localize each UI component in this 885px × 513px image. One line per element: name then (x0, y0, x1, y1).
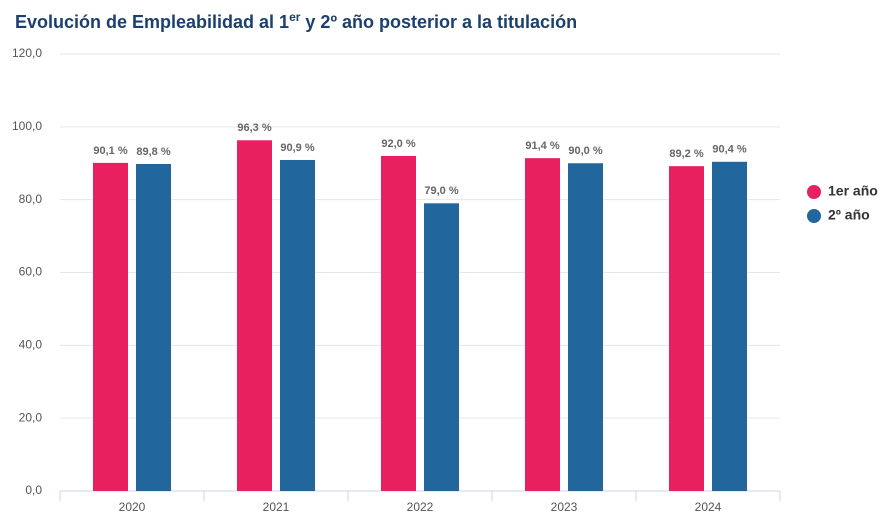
value-label: 89,2 % (669, 148, 703, 160)
bar (568, 163, 603, 491)
bar (381, 155, 416, 491)
legend-swatch (807, 209, 821, 223)
value-label: 79,0 % (424, 185, 458, 197)
bar (424, 203, 459, 491)
value-label: 90,0 % (568, 145, 602, 157)
value-label: 91,4 % (525, 140, 559, 152)
value-label: 92,0 % (381, 138, 415, 150)
y-tick-label: 120,0 (12, 46, 42, 60)
x-tick-label: 2021 (263, 500, 290, 513)
bar (712, 161, 747, 491)
x-tick-label: 2022 (407, 500, 434, 513)
bar (525, 158, 560, 491)
value-label: 90,9 % (280, 142, 314, 154)
y-tick-label: 80,0 (19, 192, 43, 206)
bar (237, 140, 272, 491)
y-tick-label: 40,0 (19, 338, 43, 352)
value-label: 89,8 % (136, 146, 170, 158)
bar (93, 162, 128, 491)
legend-label: 2º año (828, 207, 870, 223)
x-tick-label: 2020 (119, 500, 146, 513)
bar (136, 163, 171, 491)
title-superscript: er (289, 10, 301, 24)
value-label: 96,3 % (237, 122, 271, 134)
legend-swatch (807, 185, 821, 199)
legend-label: 1er año (828, 183, 878, 199)
y-tick-label: 100,0 (12, 119, 42, 133)
value-label: 90,4 % (712, 144, 746, 156)
y-tick-label: 0,0 (25, 483, 42, 497)
y-tick-label: 60,0 (19, 265, 43, 279)
bar (280, 159, 315, 491)
chart-title: Evolución de Empleabilidad al 1er y 2º a… (15, 10, 577, 32)
value-label: 90,1 % (93, 145, 127, 157)
title-part: Evolución de Empleabilidad al 1 (15, 12, 289, 32)
title-part: y 2º año posterior a la titulación (300, 12, 577, 32)
x-tick-label: 2024 (695, 500, 722, 513)
bar (669, 166, 704, 491)
y-tick-label: 20,0 (19, 410, 43, 424)
x-tick-label: 2023 (551, 500, 578, 513)
